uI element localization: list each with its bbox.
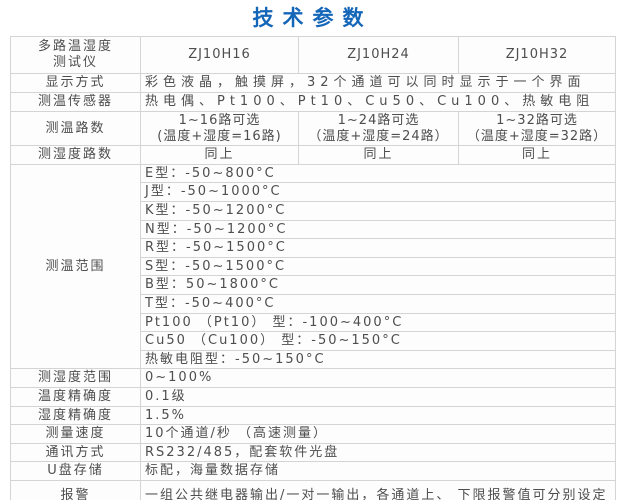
row-temp-sensor: 测温传感器 热电偶、Pt100、Pt10、Cu50、Cu100、热敏电阻 bbox=[10, 92, 616, 112]
temp-channels-col2: 1~24路可选 （温度+湿度=24路） bbox=[298, 110, 459, 147]
product-name-cell: 多路温湿度 测试仪 bbox=[10, 36, 141, 74]
row-label: 测温路数 bbox=[10, 110, 141, 147]
row-label: 报警 bbox=[10, 479, 141, 500]
product-name-line2: 测试仪 bbox=[52, 55, 98, 70]
temp-range-item: N型：-50~1200°C bbox=[140, 219, 616, 240]
row-value: RS232/485，配套软件光盘 bbox=[140, 442, 616, 463]
temp-range-item: E型：-50~800°C bbox=[140, 163, 616, 184]
row-temp-range-item: 热敏电阻型：-50~150°C bbox=[11, 349, 616, 370]
table-header-row: 多路温湿度 测试仪 ZJ10H16 ZJ10H24 ZJ10H32 bbox=[10, 36, 616, 74]
row-temp-range-item: B型：50~1800°C bbox=[11, 275, 616, 295]
row-usb: U盘存储 标配，海量数据存储 bbox=[10, 461, 616, 481]
row-label: 测温范围 bbox=[10, 163, 141, 370]
page-title: 技术参数 bbox=[252, 6, 373, 30]
temp-range-item: Pt100 （Pt10） 型：-100~400°C bbox=[140, 312, 616, 333]
row-temp-range: 测温范围 E型：-50~800°C bbox=[10, 163, 616, 370]
row-value: 热电偶、Pt100、Pt10、Cu50、Cu100、热敏电阻 bbox=[140, 92, 616, 112]
product-name-line1: 多路温湿度 bbox=[37, 39, 113, 55]
row-value: 0.1级 bbox=[140, 386, 616, 407]
model-zj10h16: ZJ10H16 bbox=[140, 36, 299, 74]
row-temp-range-item: S型：-50~1500°C bbox=[11, 256, 616, 277]
row-label: U盘存储 bbox=[10, 461, 141, 481]
row-value: 标配，海量数据存储 bbox=[140, 461, 616, 481]
temp-range-item: S型：-50~1500°C bbox=[140, 256, 616, 277]
row-temp-range-item: Pt100 （Pt10） 型：-100~400°C bbox=[11, 312, 616, 333]
row-label: 测湿度范围 bbox=[10, 368, 141, 388]
channels-line2: （温度+湿度=24路） bbox=[308, 128, 449, 144]
temp-range-item: Cu50 （Cu100） 型：-50~150°C bbox=[140, 331, 616, 351]
model-zj10h32: ZJ10H32 bbox=[458, 36, 616, 74]
row-label: 测温传感器 bbox=[10, 92, 141, 112]
channels-line1: 1~32路可选 bbox=[496, 113, 578, 128]
humidity-channels-col2: 同上 bbox=[298, 145, 459, 165]
row-temp-range-item: Cu50 （Cu100） 型：-50~150°C bbox=[11, 331, 616, 351]
row-label: 温度精确度 bbox=[10, 386, 141, 407]
row-value: 0~100% bbox=[140, 368, 616, 388]
row-alarm: 报警 一组公共继电器输出/一对一输出，各通道上、 下限报警值可分别设定 bbox=[10, 479, 616, 500]
channels-line2: (温度+湿度=16路) bbox=[157, 128, 282, 144]
row-comm: 通讯方式 RS232/485，配套软件光盘 bbox=[10, 442, 616, 463]
row-temp-range-item: R型：-50~1500°C bbox=[11, 238, 616, 258]
row-temp-accuracy: 温度精确度 0.1级 bbox=[10, 386, 616, 407]
row-humidity-channels: 测湿度路数 同上 同上 同上 bbox=[10, 145, 616, 165]
row-display-mode: 显示方式 彩色液晶，触摸屏，32个通道可以同时显示于一个界面 bbox=[10, 73, 616, 93]
spec-table: 多路温湿度 测试仪 ZJ10H16 ZJ10H24 ZJ10H32 显示方式 彩… bbox=[10, 36, 616, 500]
humidity-channels-col3: 同上 bbox=[458, 145, 616, 165]
row-temp-range-item: T型：-50~400°C bbox=[11, 293, 616, 314]
temp-range-item: J型：-50~1000°C bbox=[140, 182, 616, 202]
channels-line1: 1~24路可选 bbox=[337, 113, 420, 128]
humidity-channels-col1: 同上 bbox=[140, 145, 299, 165]
temp-range-item: 热敏电阻型：-50~150°C bbox=[140, 349, 616, 370]
row-label: 显示方式 bbox=[10, 73, 141, 93]
row-value: 1.5% bbox=[140, 405, 616, 426]
temp-channels-col3: 1~32路可选 （温度+湿度=32路） bbox=[458, 110, 616, 147]
row-value: 10个通道/秒 （高速测量） bbox=[140, 424, 616, 444]
model-zj10h24: ZJ10H24 bbox=[298, 36, 459, 74]
row-value: 一组公共继电器输出/一对一输出，各通道上、 下限报警值可分别设定 bbox=[140, 479, 616, 500]
row-temp-channels: 测温路数 1~16路可选 (温度+湿度=16路) 1~24路可选 （温度+湿度=… bbox=[10, 110, 616, 147]
temp-range-item: K型：-50~1200°C bbox=[140, 200, 616, 221]
channels-line1: 1~16路可选 bbox=[178, 113, 261, 128]
temp-range-item: B型：50~1800°C bbox=[140, 275, 616, 295]
temp-range-item: T型：-50~400°C bbox=[140, 293, 616, 314]
channels-line2: （温度+湿度=32路） bbox=[466, 128, 608, 144]
row-label: 通讯方式 bbox=[10, 442, 141, 463]
row-label: 测量速度 bbox=[10, 424, 141, 444]
row-label: 湿度精确度 bbox=[10, 405, 141, 426]
row-speed: 测量速度 10个通道/秒 （高速测量） bbox=[10, 424, 616, 444]
temp-channels-col1: 1~16路可选 (温度+湿度=16路) bbox=[140, 110, 299, 147]
temp-range-item: R型：-50~1500°C bbox=[140, 238, 616, 258]
row-humidity-range: 测湿度范围 0~100% bbox=[10, 368, 616, 388]
row-humidity-accuracy: 湿度精确度 1.5% bbox=[10, 405, 616, 426]
row-label: 测湿度路数 bbox=[10, 145, 141, 165]
row-value: 彩色液晶，触摸屏，32个通道可以同时显示于一个界面 bbox=[140, 73, 616, 93]
